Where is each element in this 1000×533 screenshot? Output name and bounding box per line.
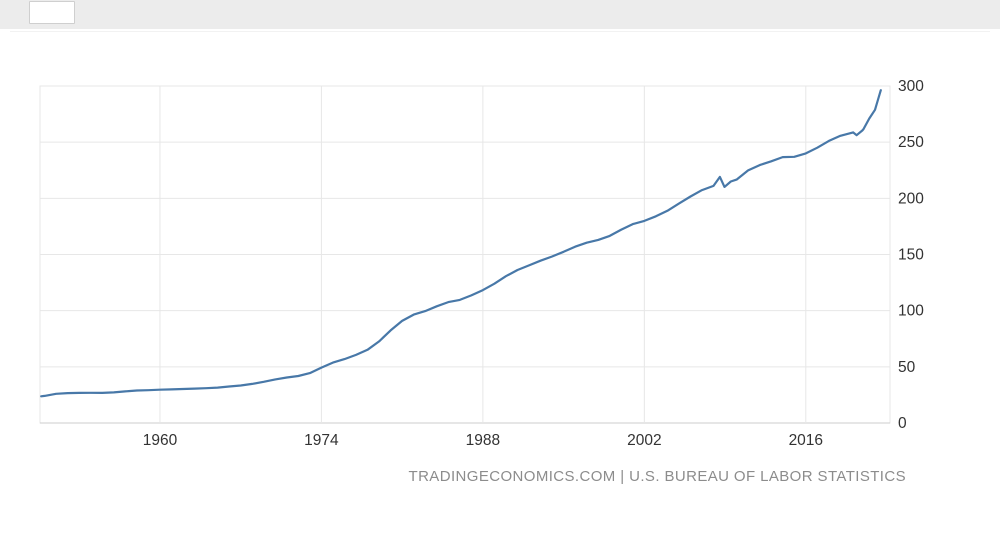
x-tick-label: 1988 [466, 432, 500, 449]
toolbar-box[interactable] [29, 1, 75, 24]
cpi-line-chart[interactable]: 0 50 100 150 200 250 300 1960 1974 1988 2002 2016 [10, 32, 990, 472]
x-tick-label: 2016 [789, 432, 823, 449]
y-tick-label: 50 [898, 359, 916, 376]
y-tick-label: 0 [898, 415, 907, 432]
y-tick-label: 300 [898, 78, 924, 95]
y-tick-label: 200 [898, 190, 924, 207]
x-tick-label: 2002 [627, 432, 661, 449]
chart-attribution: TRADINGECONOMICS.COM | U.S. BUREAU OF LA… [409, 468, 906, 485]
y-tick-label: 250 [898, 134, 924, 151]
browser-topbar [0, 0, 1000, 29]
attribution-text: TRADINGECONOMICS.COM | U.S. BUREAU OF LA… [408, 468, 906, 485]
cpi-series-line[interactable] [40, 89, 882, 398]
y-tick-label: 100 [898, 303, 924, 320]
chart-card: 0 50 100 150 200 250 300 1960 1974 1988 2002 2016 T… [10, 31, 990, 505]
x-tick-label: 1960 [143, 432, 178, 449]
y-tick-label: 150 [898, 247, 924, 264]
x-tick-label: 1974 [304, 432, 339, 449]
